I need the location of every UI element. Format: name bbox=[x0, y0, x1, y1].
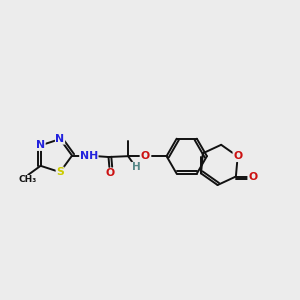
Text: NH: NH bbox=[80, 151, 98, 160]
Text: O: O bbox=[233, 152, 242, 161]
Text: O: O bbox=[105, 168, 115, 178]
Text: O: O bbox=[248, 172, 257, 182]
Text: S: S bbox=[56, 167, 64, 177]
Text: N: N bbox=[56, 134, 64, 144]
Text: O: O bbox=[141, 151, 150, 161]
Text: CH₃: CH₃ bbox=[18, 176, 36, 184]
Text: H: H bbox=[132, 162, 140, 172]
Text: N: N bbox=[36, 140, 45, 150]
